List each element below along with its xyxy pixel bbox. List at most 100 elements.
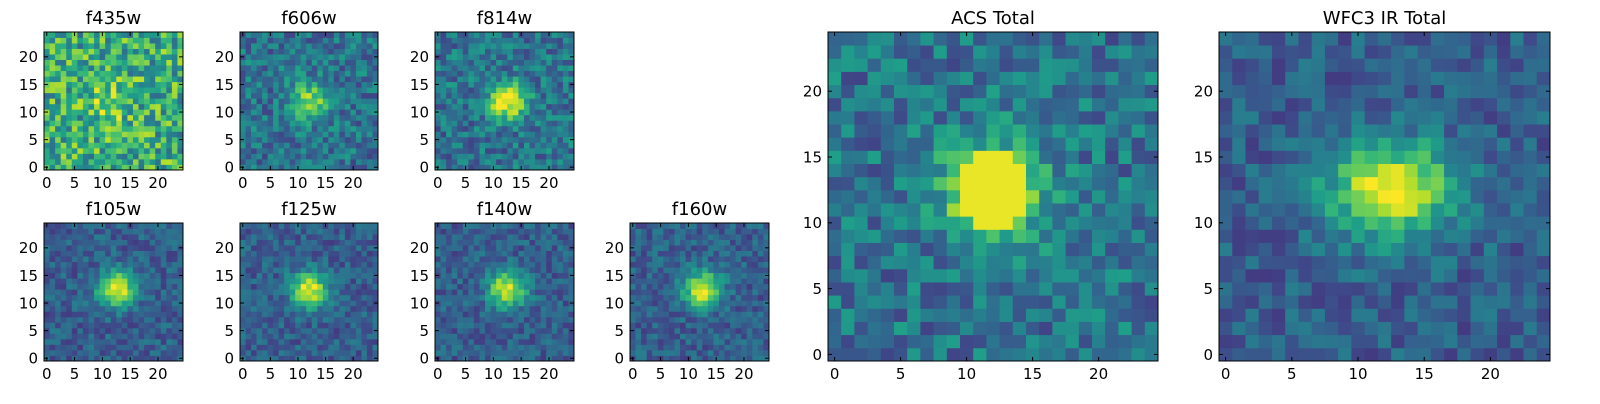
heatmap-cell [345,71,351,77]
heatmap-cell [960,177,974,191]
heatmap-cell [77,120,83,126]
heatmap-cell [518,333,524,339]
heatmap-cell [736,234,742,240]
heatmap-cell [133,311,139,317]
heatmap-cell [240,38,246,44]
heatmap-cell [290,278,296,284]
heatmap-cell [94,251,100,257]
heatmap-cell [133,43,139,49]
heatmap-cell [513,245,519,251]
heatmap-cell [240,159,246,165]
heatmap-cell [246,131,252,137]
heatmap-cell [674,311,680,317]
heatmap-cell [273,38,279,44]
heatmap-cell [350,38,356,44]
heatmap-cell [752,300,758,306]
heatmap-cell [502,104,508,110]
heatmap-cell [356,153,362,159]
heatmap-cell [257,104,263,110]
heatmap-cell [116,153,122,159]
heatmap-cell [502,82,508,88]
heatmap-cell [356,229,362,235]
heatmap-cell [463,98,469,104]
heatmap-cell [524,32,530,38]
heatmap-cell [290,93,296,99]
heatmap-cell [452,126,458,132]
heatmap-cell [513,60,519,66]
heatmap-cell [279,300,285,306]
heatmap-cell [94,350,100,356]
heatmap-cell [317,126,323,132]
heatmap-cell [491,295,497,301]
heatmap-cell [150,328,156,334]
heatmap-cell [172,306,178,312]
heatmap-cell [485,306,491,312]
heatmap-cell [77,350,83,356]
heatmap-cell [88,229,94,235]
heatmap-cell [61,344,67,350]
heatmap-cell [240,93,246,99]
heatmap-cell [100,159,106,165]
heatmap-cell [246,109,252,115]
heatmap-cell [122,49,128,55]
heatmap-cell [133,229,139,235]
heatmap-cell [44,306,50,312]
heatmap-cell [144,289,150,295]
heatmap-cell [83,82,89,88]
heatmap-cell [172,240,178,246]
heatmap-cell [88,267,94,273]
heatmap-cell [105,115,111,121]
heatmap-cell [290,295,296,301]
heatmap-cell [663,278,669,284]
y-tick-label: 10 [410,294,429,312]
heatmap-cell [367,240,373,246]
heatmap-cell [435,333,441,339]
heatmap-cell [306,300,312,306]
heatmap-cell [122,245,128,251]
heatmap-cell [524,148,530,154]
heatmap-cell [546,148,552,154]
heatmap-cell [468,339,474,345]
heatmap-cell [94,256,100,262]
heatmap-cell [350,240,356,246]
heatmap-cell [524,267,530,273]
heatmap-cell [518,120,524,126]
heatmap-cell [752,278,758,284]
heatmap-cell [674,333,680,339]
heatmap-cell [166,240,172,246]
heatmap-cell [530,229,536,235]
heatmap-cell [139,339,145,345]
heatmap-cell [284,223,290,229]
heatmap-cell [61,245,67,251]
heatmap-cell [150,245,156,251]
heatmap-cell [920,295,934,309]
heatmap-cell [546,120,552,126]
heatmap-cell [144,93,150,99]
heatmap-cell [463,115,469,121]
heatmap-cell [736,339,742,345]
heatmap-cell [552,295,558,301]
heatmap-cell [1066,348,1080,362]
panel-title: f606w [281,8,336,29]
heatmap-cell [172,54,178,60]
heatmap-cell [350,300,356,306]
heatmap-cell [356,267,362,273]
heatmap-cell [1132,269,1146,283]
heatmap-cell [541,76,547,82]
heatmap-cell [530,65,536,71]
heatmap-cell [50,71,56,77]
heatmap-cell [502,126,508,132]
heatmap-cell [479,311,485,317]
heatmap-cell [166,262,172,268]
heatmap-cell [273,120,279,126]
heatmap-cell [647,300,653,306]
heatmap-cell [446,126,452,132]
heatmap-cell [557,284,563,290]
heatmap-cell [474,278,480,284]
heatmap-cell [446,311,452,317]
heatmap-cell [150,87,156,93]
heatmap-cell [172,159,178,165]
heatmap-cell [708,256,714,262]
heatmap-cell [262,54,268,60]
